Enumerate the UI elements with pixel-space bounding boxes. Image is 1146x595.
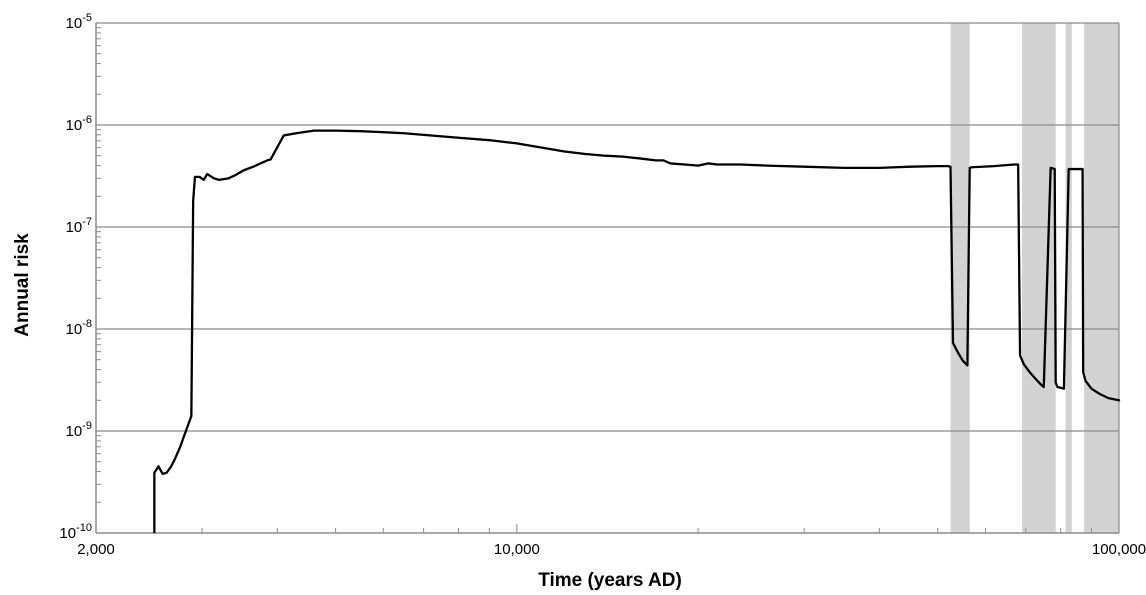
y-tick-base: 10	[59, 525, 76, 542]
y-tick-base: 10	[66, 321, 83, 338]
x-tick-label: 10,000	[494, 541, 540, 558]
x-tick-label: 100,000	[1092, 541, 1146, 558]
y-tick-base: 10	[66, 219, 83, 236]
shaded-band-0	[950, 23, 970, 533]
y-tick-label: 10-5	[66, 12, 92, 32]
x-axis-title: Time (years AD)	[538, 570, 682, 591]
y-tick-label: 10-9	[66, 420, 92, 440]
shaded-band-1	[1021, 23, 1056, 533]
x-tick-labels: 2,000 10,000 100,000	[77, 541, 1146, 558]
y-tick-label: 10-7	[66, 216, 92, 236]
y-tick-exponent: -10	[76, 522, 92, 534]
shaded-band-2	[1065, 23, 1072, 533]
y-tick-base: 10	[66, 15, 83, 32]
y-tick-base: 10	[66, 423, 83, 440]
y-axis-title: Annual risk	[12, 233, 33, 337]
x-tick-label: 2,000	[77, 541, 115, 558]
y-tick-exponent: -6	[82, 114, 92, 126]
y-tick-label: 10-8	[66, 318, 92, 338]
y-tick-exponent: -7	[82, 216, 92, 228]
y-tick-label: 10-6	[66, 114, 92, 134]
shaded-intervals	[950, 23, 1119, 533]
y-tick-label: 10-10	[59, 522, 92, 542]
horizontal-gridlines	[96, 124, 1119, 432]
axes	[95, 22, 1120, 534]
y-tick-exponent: -8	[82, 318, 92, 330]
y-tick-base: 10	[66, 117, 83, 134]
y-tick-exponent: -5	[82, 12, 92, 24]
shaded-band-3	[1084, 23, 1119, 533]
series-layer	[153, 129, 1121, 533]
series-line-0	[153, 129, 1121, 533]
y-tick-exponent: -9	[82, 420, 92, 432]
